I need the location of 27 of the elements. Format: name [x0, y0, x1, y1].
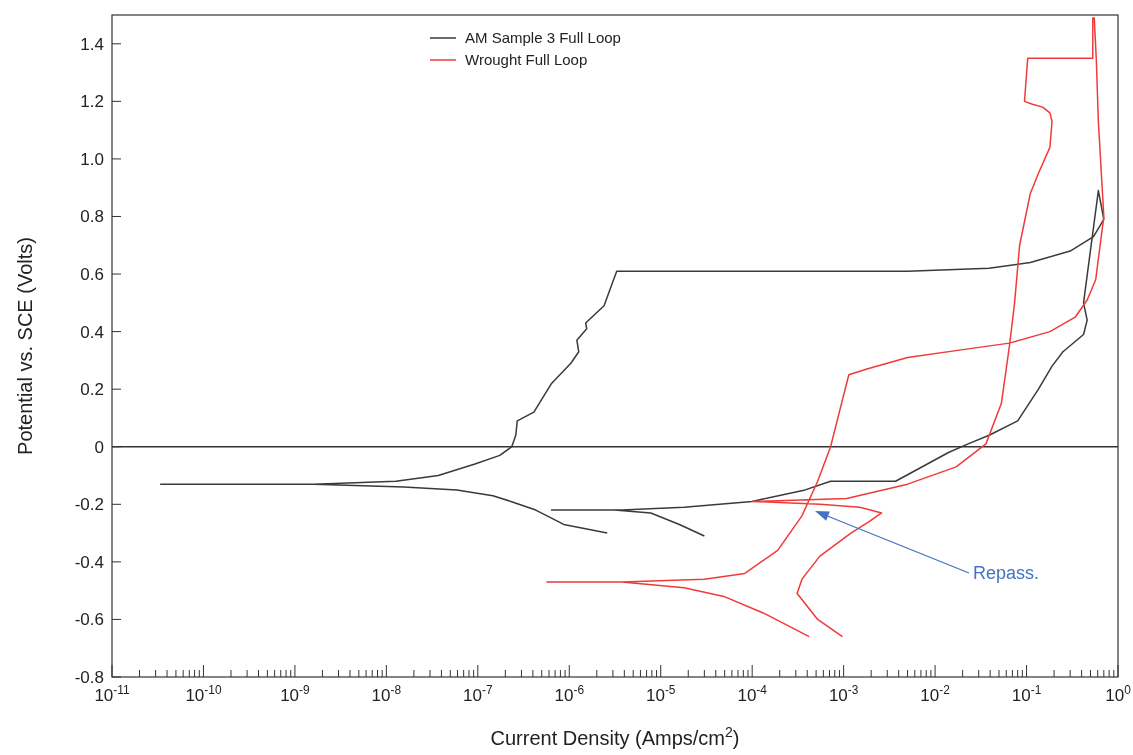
- x-axis-title: Current Density (Amps/cm$^{2}$): [490, 724, 740, 749]
- y-tick-label: 1.2: [80, 92, 104, 112]
- x-tick-label: 10$^{-1}$: [1011, 683, 1042, 705]
- y-tick-label: 0: [94, 437, 104, 457]
- legend-label: AM Sample 3 Full Loop: [465, 29, 621, 46]
- x-tick-label: 10$^{-4}$: [737, 683, 768, 705]
- y-tick-label: 1.0: [80, 149, 104, 169]
- y-tick-label: 0.4: [80, 322, 104, 342]
- y-tick-label: 0.2: [80, 380, 104, 400]
- x-tick-label: 10$^{-10}$: [185, 683, 222, 705]
- y-tick-label: 1.4: [80, 34, 104, 54]
- x-tick-label: 10$^{-5}$: [645, 683, 676, 705]
- x-tick-label: 10$^{-2}$: [920, 683, 951, 705]
- y-tick-label: -0.6: [74, 610, 104, 630]
- x-tick-label: 10$^{0}$: [1105, 683, 1132, 705]
- y-axis-title: Potential vs. SCE (Volts): [14, 237, 36, 455]
- legend-label: Wrought Full Loop: [465, 51, 588, 68]
- x-tick-label: 10$^{-7}$: [463, 683, 493, 705]
- y-tick-label: 0.6: [80, 265, 104, 285]
- y-tick-label: -0.4: [74, 552, 104, 572]
- x-tick-label: 10$^{-6}$: [554, 683, 585, 705]
- y-tick-label: -0.2: [74, 495, 104, 515]
- annotation: Repass.: [973, 563, 1040, 583]
- x-tick-label: 10$^{-3}$: [828, 683, 859, 705]
- y-tick-label: 0.8: [80, 207, 104, 227]
- x-tick-label: 10$^{-8}$: [371, 683, 402, 705]
- x-tick-label: 10$^{-9}$: [280, 683, 311, 705]
